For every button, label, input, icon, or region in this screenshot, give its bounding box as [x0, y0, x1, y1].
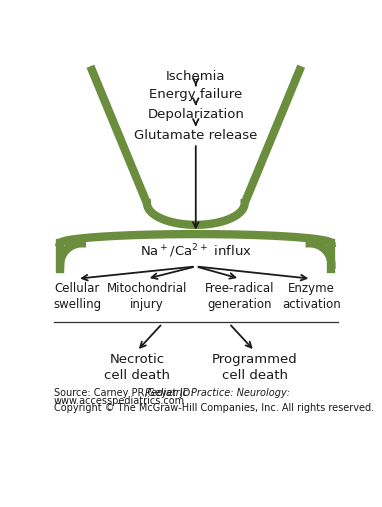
Text: Free-radical
generation: Free-radical generation	[205, 282, 275, 311]
Text: Source: Carney PR,Geyer JD:: Source: Carney PR,Geyer JD:	[54, 388, 197, 398]
Text: Enzyme
activation: Enzyme activation	[282, 282, 341, 311]
Text: Ischemia: Ischemia	[166, 70, 225, 83]
Text: Glutamate release: Glutamate release	[134, 129, 257, 142]
Text: Mitochondrial
injury: Mitochondrial injury	[107, 282, 187, 311]
Text: Cellular
swelling: Cellular swelling	[53, 282, 101, 311]
Text: Programmed
cell death: Programmed cell death	[212, 353, 298, 382]
Text: Copyright © The McGraw-Hill Companies, Inc. All rights reserved.: Copyright © The McGraw-Hill Companies, I…	[54, 404, 374, 414]
Text: Na$^+$/Ca$^{2+}$ influx: Na$^+$/Ca$^{2+}$ influx	[140, 242, 252, 260]
Text: Pediatric Practice: Neurology:: Pediatric Practice: Neurology:	[146, 388, 290, 398]
Text: www.accesspediatrics.com: www.accesspediatrics.com	[54, 396, 185, 406]
Text: Depolarization: Depolarization	[147, 108, 244, 121]
Text: Necrotic
cell death: Necrotic cell death	[104, 353, 170, 382]
Text: Energy failure: Energy failure	[149, 88, 243, 101]
